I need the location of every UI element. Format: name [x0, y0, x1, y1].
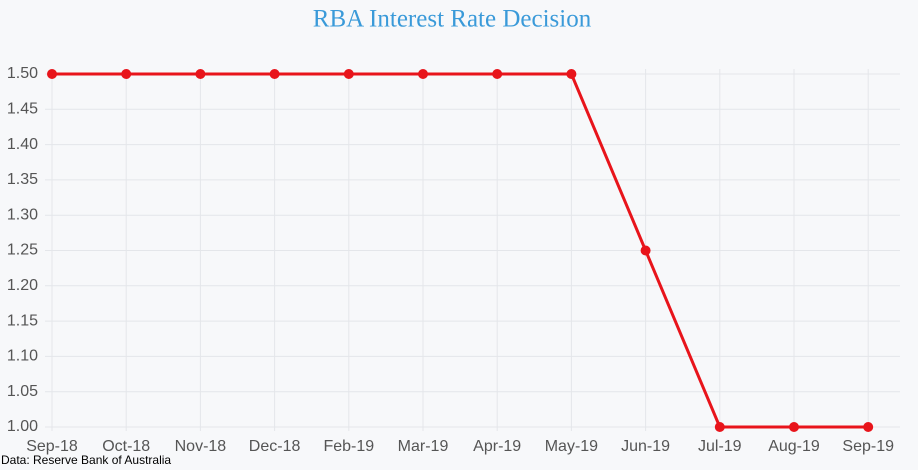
x-tick-label: May-19 — [545, 438, 598, 455]
x-tick-label: Apr-19 — [473, 438, 521, 455]
y-tick-label: 1.35 — [7, 171, 38, 188]
point — [863, 422, 874, 432]
point — [566, 69, 577, 79]
x-tick-label: Aug-19 — [768, 438, 820, 455]
x-tick-label: Mar-19 — [398, 438, 449, 455]
x-tick-label: Jul-19 — [698, 438, 742, 455]
point — [343, 69, 354, 79]
x-tick-label: Nov-18 — [175, 438, 227, 455]
line — [52, 72, 869, 429]
x-tick-label: Sep-19 — [842, 438, 894, 455]
x-tick-label: Sep-18 — [26, 438, 78, 455]
y-tick-label: 1.15 — [7, 312, 38, 329]
point — [121, 69, 132, 79]
x-tick-label: Feb-19 — [323, 438, 374, 455]
chart-title: RBA Interest Rate Decision — [313, 6, 592, 33]
y-tick-label: 1.30 — [7, 206, 38, 223]
y-tick-label: 1.40 — [7, 136, 38, 153]
point — [492, 69, 503, 79]
y-tick-label: 1.00 — [7, 418, 38, 435]
y-tick-label: 1.10 — [7, 348, 38, 365]
source-note: Data: Reserve Bank of Australia — [1, 453, 171, 467]
point — [789, 422, 799, 432]
y-tick-label: 1.20 — [7, 277, 38, 294]
point — [418, 69, 428, 79]
point — [47, 69, 57, 79]
point — [195, 69, 206, 79]
x-tick-label: Oct-18 — [102, 438, 150, 455]
point — [640, 245, 651, 256]
point — [714, 422, 725, 432]
point — [269, 69, 280, 79]
y-tick-label: 1.45 — [7, 101, 38, 118]
y-tick-label: 1.50 — [7, 65, 38, 82]
y-tick-label: 1.05 — [7, 383, 38, 400]
x-tick-label: Dec-18 — [249, 438, 301, 455]
x-tick-label: Jun-19 — [621, 438, 670, 455]
y-tick-label: 1.25 — [7, 242, 38, 259]
